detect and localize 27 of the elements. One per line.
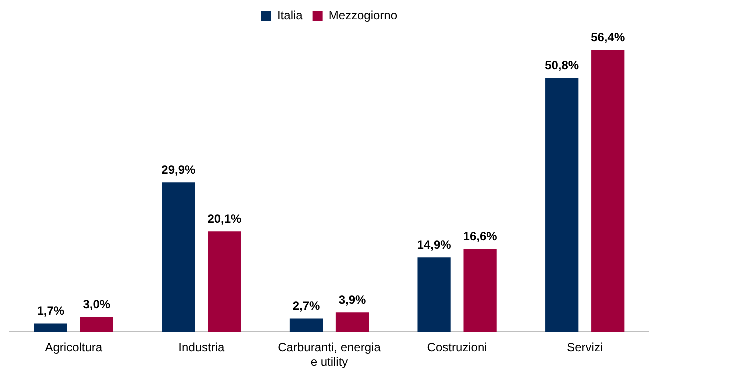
bar — [80, 317, 114, 332]
data-label: 50,8% — [545, 58, 580, 72]
bar — [418, 258, 451, 332]
bar — [208, 232, 242, 332]
data-label: 16,6% — [463, 229, 498, 244]
data-label: 14,9% — [417, 238, 452, 252]
x-tick-label: Carburanti, energia e utility — [278, 340, 382, 370]
x-tick-label: Costruzioni — [427, 340, 488, 355]
data-label: 29,9% — [162, 162, 196, 177]
bar — [464, 249, 497, 332]
bar — [290, 318, 324, 332]
x-tick-label: Agricoltura — [45, 340, 103, 355]
bar — [592, 50, 625, 332]
bar — [336, 312, 370, 332]
bar — [546, 78, 579, 332]
legend-label: Mezzogiorno — [328, 8, 398, 22]
data-label: 3,9% — [338, 293, 367, 307]
data-label: 20,1% — [208, 212, 242, 226]
x-tick-label: Servizi — [567, 340, 604, 355]
data-label: 3,0% — [83, 298, 111, 312]
data-label: 56,4% — [591, 30, 626, 44]
legend-label: Italia — [277, 8, 304, 22]
bar — [162, 182, 196, 332]
x-tick-label: Industria — [178, 340, 226, 355]
bar — [34, 324, 68, 332]
data-label: 1,7% — [37, 304, 65, 318]
data-label: 2,7% — [292, 299, 320, 314]
